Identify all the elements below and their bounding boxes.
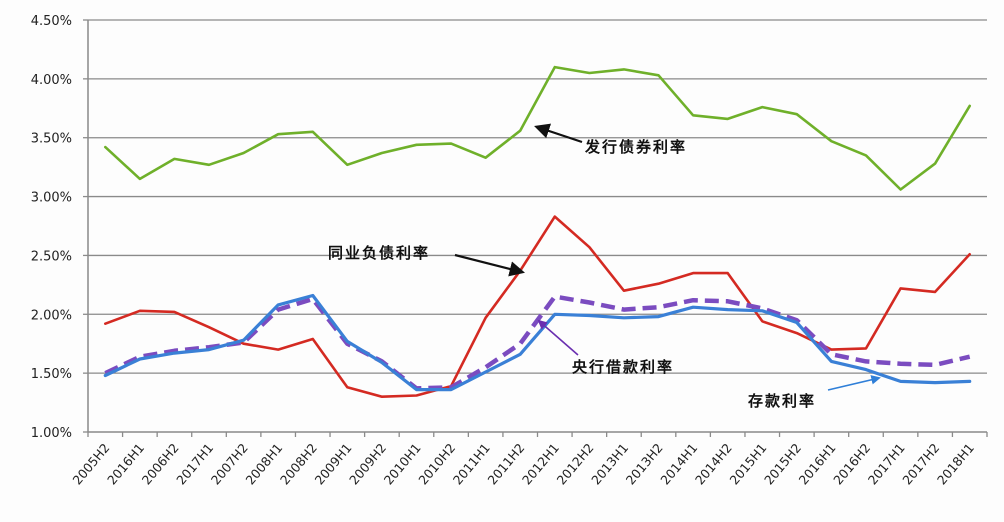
annotation-label: 存款利率 [748,392,816,410]
series-line [104,65,972,191]
y-tick-label: 3.50% [31,132,72,147]
series-line [104,215,972,399]
y-tick-label: 1.50% [31,367,72,382]
series-lines [103,65,972,399]
y-axis: 1.00% 1.50% 2.00% 2.50% 3.00% 3.50% 4.00% 4.50% [31,14,89,441]
annotation-arrow [537,319,579,356]
annotation-label: 同业负债利率 [328,244,430,262]
annotation-arrow [827,375,881,391]
series-line [104,294,971,391]
y-tick-label: 4.50% [31,14,72,29]
x-axis: 2005H22016H12006H22017H12007H22008H12008… [69,431,988,488]
annotation-label: 央行借款利率 [572,358,674,376]
annotation-label: 发行债券利率 [584,138,687,156]
series-line [103,293,972,392]
y-tick-label: 2.50% [31,249,72,264]
y-tick-label: 3.00% [31,191,72,206]
annotation-arrow [534,123,583,144]
y-tick-label: 4.00% [31,73,72,88]
annotation-arrow [454,253,525,277]
y-tick-label: 2.00% [31,308,72,323]
x-tick-label: 2018H1 [934,440,977,487]
y-tick-label: 1.00% [31,426,72,441]
